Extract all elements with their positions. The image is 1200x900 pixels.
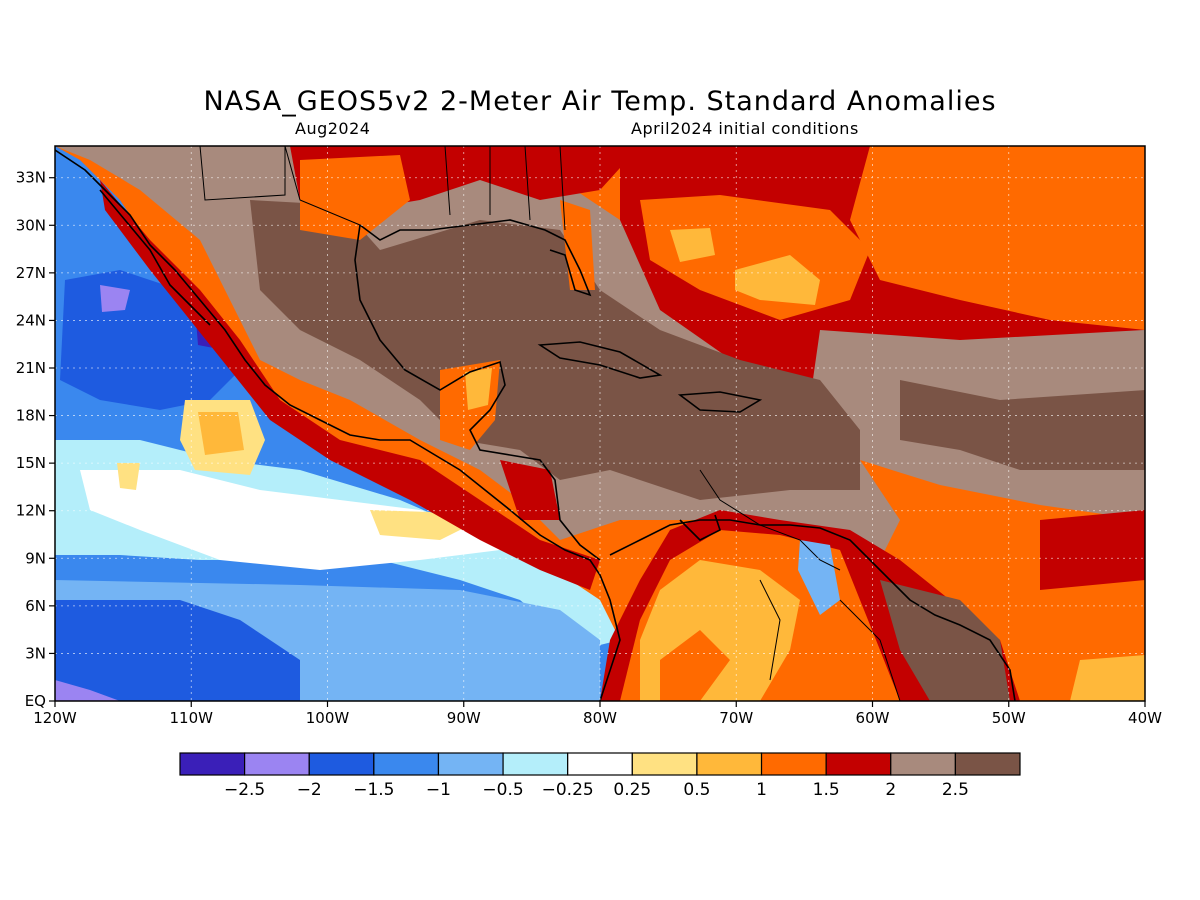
field-atlantic-orange — [850, 146, 1145, 330]
lat-tick-label: 9N — [25, 549, 46, 567]
field-yucatan-yellow — [465, 368, 492, 410]
lat-tick-label: 6N — [25, 597, 46, 615]
colorbar-swatch — [567, 752, 633, 776]
colorbar-label: −0.25 — [542, 780, 594, 800]
colorbar-label: 2 — [885, 780, 896, 800]
pacific-coast-line — [55, 149, 621, 701]
colorbar-label: 0.5 — [683, 780, 710, 800]
lat-tick-label: 18N — [16, 407, 46, 425]
lat-tick-label: 27N — [16, 264, 46, 282]
field-east-atlantic-yellow — [1070, 655, 1145, 701]
field-east-atlantic-red — [1040, 510, 1145, 590]
colorbar-label: −0.5 — [482, 780, 523, 800]
colorbar-swatch — [631, 752, 698, 776]
lon-tick-label: 100W — [306, 709, 350, 727]
init-conditions: April2024 initial conditions — [631, 119, 859, 138]
field-pacific-sw-purple — [55, 680, 120, 701]
colorbar-swatch — [760, 752, 827, 776]
lon-tick-label: 40W — [1128, 709, 1162, 727]
field-nicaragua-red — [500, 460, 560, 520]
colorbar-label: −2.5 — [224, 780, 265, 800]
lat-tick-label: 33N — [16, 169, 46, 187]
lat-tick-label: 21N — [16, 359, 46, 377]
field-atlantic-yellow-2 — [735, 255, 820, 305]
field-pacific-yellow-1-core — [198, 412, 244, 455]
baja-coast-line — [99, 189, 211, 326]
field-offshore-purple — [100, 285, 130, 312]
colorbar: −2.5 −2 −1.5 −1 −0.5 −0.25 0.25 0.5 1 1.5 2 2.5 — [179, 752, 1021, 800]
anomaly-field — [55, 146, 1145, 701]
lat-tick-label: EQ — [25, 692, 46, 710]
lon-tick-label: 50W — [992, 709, 1026, 727]
rio-grande-border — [284, 146, 361, 226]
south-america-coast-line — [609, 519, 1016, 701]
maracaibo-outline — [679, 514, 721, 541]
colorbar-label: −2 — [297, 780, 322, 800]
field-coast-red — [100, 180, 600, 590]
colorbar-swatch — [373, 752, 440, 776]
cuba-outline — [537, 341, 663, 379]
field-guiana-dark — [880, 580, 1010, 701]
colorbar-swatch — [308, 752, 375, 776]
lat-tick-label: 24N — [16, 311, 46, 329]
us-mexico-border — [199, 146, 286, 201]
map-grid — [55, 146, 1145, 701]
field-sa-orange-spot — [660, 630, 730, 701]
gulf-west-caribbean-coast-line — [354, 224, 601, 561]
axis-ticks: 120W 110W 100W 90W 80W 70W 60W 50W 40W EQ 3N 6N 9N 12… — [16, 169, 1162, 727]
colorbar-label: −1.5 — [353, 780, 394, 800]
colorbar-label: 1.5 — [813, 780, 840, 800]
page-title: NASA_GEOS5v2 2-Meter Air Temp. Standard … — [203, 86, 997, 117]
field-tropical-atlantic-dark — [900, 380, 1145, 470]
lon-tick-label: 120W — [33, 709, 77, 727]
field-atlantic-yellow-1 — [670, 228, 715, 262]
field-gulf-caribbean-dark — [250, 200, 860, 500]
lat-tick-label: 12N — [16, 502, 46, 520]
colorbar-swatch — [244, 752, 310, 776]
colorbar-label: 2.5 — [942, 780, 969, 800]
colorbar-label: 0.25 — [613, 780, 651, 800]
lat-tick-label: 3N — [25, 644, 46, 662]
lon-tick-label: 60W — [856, 709, 890, 727]
venezuela-border — [699, 469, 841, 571]
lon-tick-label: 70W — [719, 709, 753, 727]
field-pacific-yellow-3 — [117, 463, 140, 490]
hispaniola-outline — [677, 391, 763, 413]
south-america-borders — [759, 579, 901, 701]
colorbar-swatch — [954, 752, 1021, 776]
coastlines — [55, 146, 1016, 701]
colorbar-swatch — [890, 752, 956, 776]
colorbar-swatch — [502, 752, 569, 776]
us-state-borders — [444, 146, 566, 231]
gulf-north-coast-line — [359, 219, 592, 297]
lon-tick-label: 80W — [583, 709, 617, 727]
lat-tick-label: 30N — [16, 216, 46, 234]
colorbar-swatch — [179, 752, 246, 776]
colorbar-swatch — [825, 752, 892, 776]
colorbar-label: −1 — [426, 780, 451, 800]
lon-tick-label: 90W — [447, 709, 481, 727]
valid-period: Aug2024 — [295, 119, 371, 138]
field-pacific-white — [80, 470, 500, 570]
colorbar-swatch — [437, 752, 504, 776]
colorbar-swatch — [696, 752, 763, 776]
field-pacific-sw-blue — [55, 600, 300, 701]
lat-tick-label: 15N — [16, 454, 46, 472]
colorbar-label: 1 — [756, 780, 767, 800]
lon-tick-label: 110W — [170, 709, 214, 727]
field-sa-cool-spot — [798, 540, 840, 615]
